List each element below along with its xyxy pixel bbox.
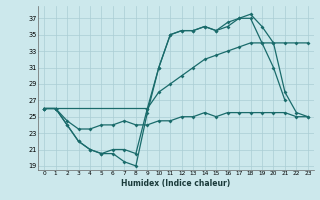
X-axis label: Humidex (Indice chaleur): Humidex (Indice chaleur) <box>121 179 231 188</box>
